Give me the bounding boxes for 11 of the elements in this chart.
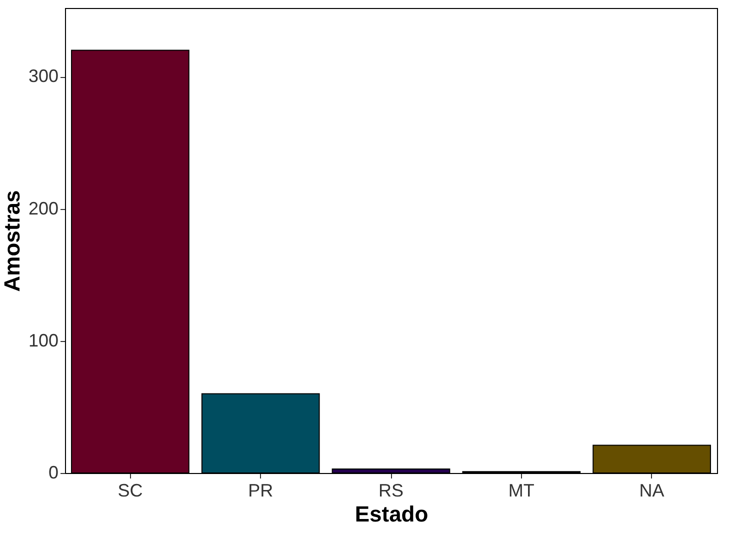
x-tick-label: PR	[248, 480, 274, 500]
y-tick-label: 200	[28, 198, 58, 218]
y-tick-label: 0	[48, 462, 58, 482]
x-tick-label: NA	[639, 480, 664, 500]
x-tick-label: MT	[508, 480, 534, 500]
x-axis-title: Estado	[354, 502, 428, 526]
y-axis-title: Amostras	[0, 190, 24, 292]
y-tick-label: 300	[28, 66, 58, 86]
x-tick-label: RS	[378, 480, 404, 500]
y-tick-label: 100	[28, 330, 58, 350]
x-tick-label: SC	[118, 480, 143, 500]
